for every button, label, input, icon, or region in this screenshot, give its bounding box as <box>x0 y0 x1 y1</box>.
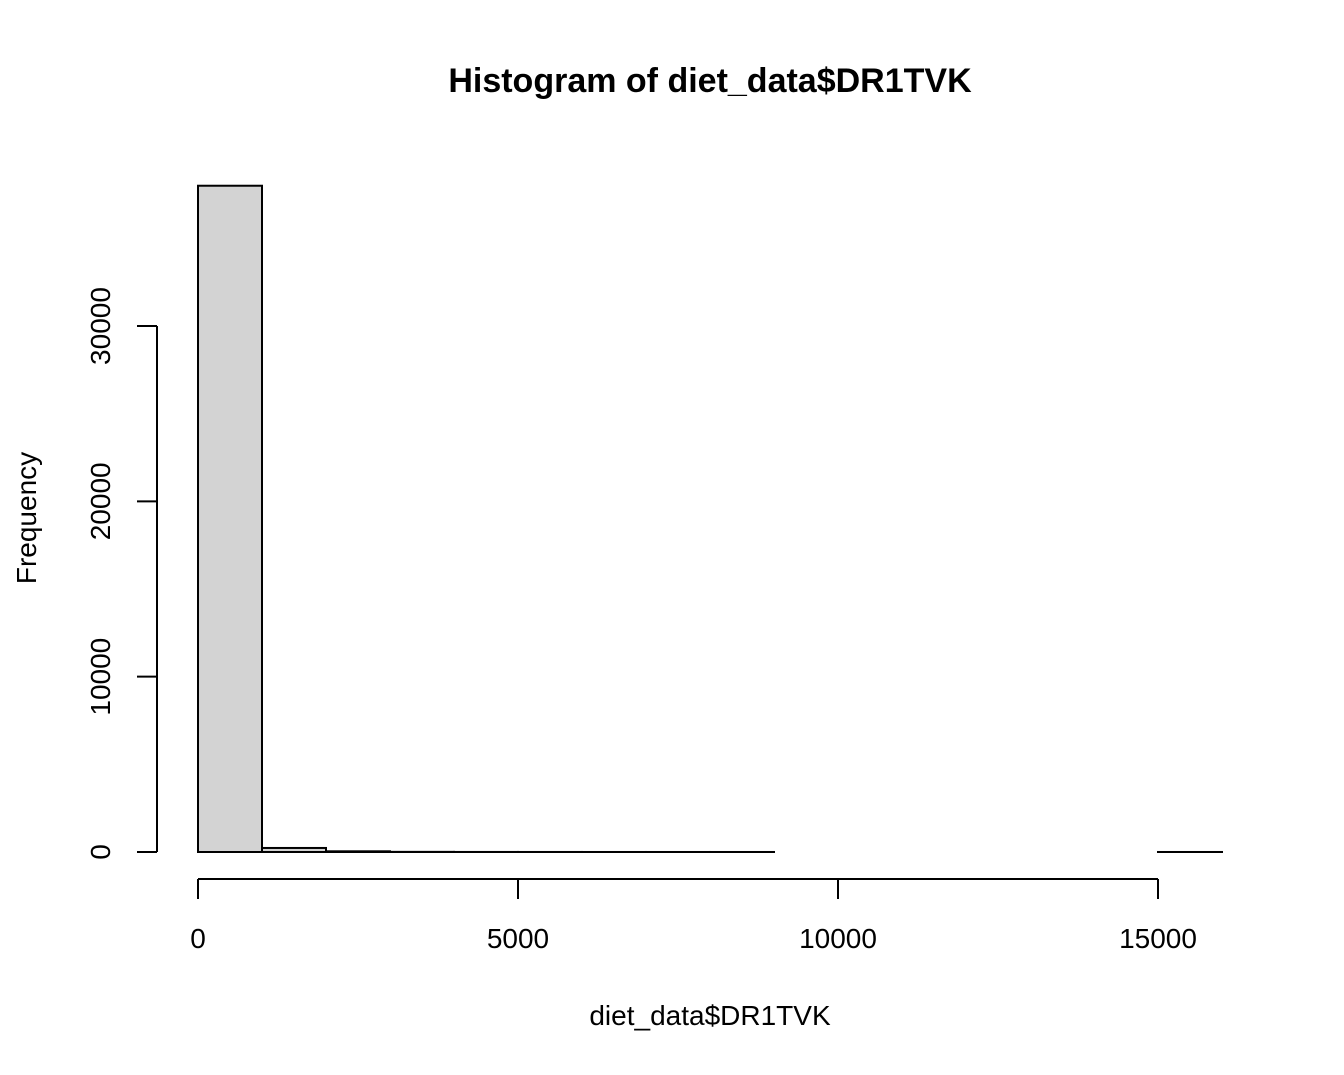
y-tick-label: 0 <box>85 844 116 860</box>
histogram-bar <box>261 846 327 854</box>
y-tick-label: 10000 <box>85 638 116 716</box>
histogram-bar <box>325 850 391 853</box>
histogram-bar <box>197 184 263 853</box>
x-tick-label: 5000 <box>487 923 549 954</box>
x-tick-label: 10000 <box>799 923 877 954</box>
chart-title: Histogram of diet_data$DR1TVK <box>448 62 972 100</box>
x-axis-label: diet_data$DR1TVK <box>589 1000 831 1031</box>
y-axis: 0 10000 20000 30000 <box>85 287 158 860</box>
x-tick-label: 0 <box>190 923 206 954</box>
bars-group <box>197 184 1223 854</box>
y-tick-label: 30000 <box>85 287 116 365</box>
y-axis-label: Frequency <box>11 452 42 584</box>
x-tick-label: 15000 <box>1119 923 1197 954</box>
y-tick-label: 20000 <box>85 462 116 540</box>
x-axis: 0 5000 10000 15000 <box>190 878 1197 954</box>
